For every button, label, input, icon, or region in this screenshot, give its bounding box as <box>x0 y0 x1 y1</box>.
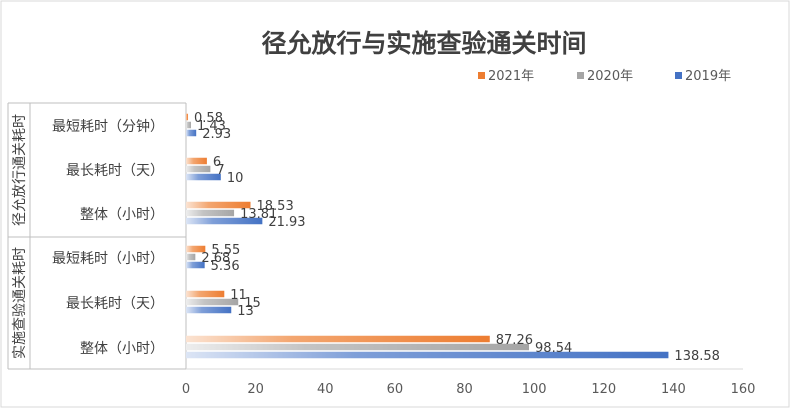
category-label: 最长耗时（天） <box>66 163 164 179</box>
x-tick-label: 0 <box>182 382 190 397</box>
bars <box>186 113 669 359</box>
legend-label: 2020年 <box>587 69 633 84</box>
bar-value-label: 98.54 <box>535 341 572 356</box>
legend-swatch-2019年 <box>675 72 682 79</box>
bar-value-label: 0.58 <box>194 111 223 126</box>
chart-title: 径允放行与实施查验通关时间 <box>261 29 586 58</box>
bar <box>186 343 530 351</box>
bar-value-label: 5.36 <box>211 259 240 274</box>
x-tick-label: 160 <box>731 382 756 397</box>
x-tick-label: 80 <box>456 382 473 397</box>
bar <box>186 157 207 165</box>
bar-value-label: 2.93 <box>202 127 231 142</box>
x-tick-label: 140 <box>661 382 686 397</box>
group-label: 径允放行通关耗时 <box>12 114 28 226</box>
category-labels: 最短耗时（分钟） 最长耗时（天） 整体（小时） 最短耗时（小时） 最长耗时（天） 整体（小… <box>52 118 164 357</box>
x-tick-label: 60 <box>387 382 404 397</box>
bar <box>186 351 669 359</box>
bar <box>186 217 263 225</box>
category-label: 最长耗时（天） <box>66 296 164 312</box>
bar-value-label: 1.43 <box>197 119 226 134</box>
bar <box>186 165 211 173</box>
bar <box>186 209 235 217</box>
bar-value-label: 87.26 <box>496 333 533 348</box>
bar <box>186 335 490 343</box>
x-tick-label: 120 <box>591 382 616 397</box>
x-tick-label: 40 <box>317 382 334 397</box>
bar-value-label: 10 <box>227 171 244 186</box>
legend: 2021年 2020年 2019年 <box>478 69 731 84</box>
bar <box>186 306 232 314</box>
group-label: 实施查验通关耗时 <box>12 247 28 359</box>
bar <box>186 173 221 181</box>
category-label: 整体（小时） <box>80 341 164 357</box>
bar <box>186 245 206 253</box>
x-tick-label: 100 <box>522 382 547 397</box>
bar <box>186 253 196 261</box>
bar-value-label: 15 <box>244 296 261 311</box>
legend-swatch-2020年 <box>577 72 584 79</box>
category-label: 整体（小时） <box>80 207 164 223</box>
category-label: 最短耗时（小时） <box>52 251 164 267</box>
x-axis-ticks: 0 20 40 60 80 100 120 140 160 <box>182 382 756 397</box>
x-tick-label: 20 <box>247 382 264 397</box>
category-axis <box>7 102 187 370</box>
bar-labels: 0.58 6 18.53 5.55 11 87.26 1.43 7 13.81 2.68 15 98.… <box>194 111 720 364</box>
bar-value-label: 13.81 <box>240 207 277 222</box>
bar <box>186 113 189 121</box>
bar-value-label: 18.53 <box>257 199 294 214</box>
category-label: 最短耗时（分钟） <box>52 118 164 135</box>
legend-label: 2021年 <box>488 69 534 84</box>
bar-value-label: 5.55 <box>211 243 240 258</box>
bar-value-label: 138.58 <box>674 349 720 364</box>
bar-value-label: 7 <box>216 163 224 178</box>
bar-value-label: 13 <box>237 304 254 319</box>
legend-swatch-2021年 <box>478 72 485 79</box>
bar <box>186 201 251 209</box>
bar-value-label: 2.68 <box>201 251 230 266</box>
bar <box>186 261 205 269</box>
bar-value-label: 6 <box>213 155 221 170</box>
bar <box>186 290 225 298</box>
bar <box>186 298 239 306</box>
bar-value-label: 21.93 <box>268 215 305 230</box>
bar <box>186 121 191 129</box>
legend-label: 2019年 <box>685 69 731 84</box>
bar <box>186 129 197 137</box>
bar-value-label: 11 <box>230 288 247 303</box>
